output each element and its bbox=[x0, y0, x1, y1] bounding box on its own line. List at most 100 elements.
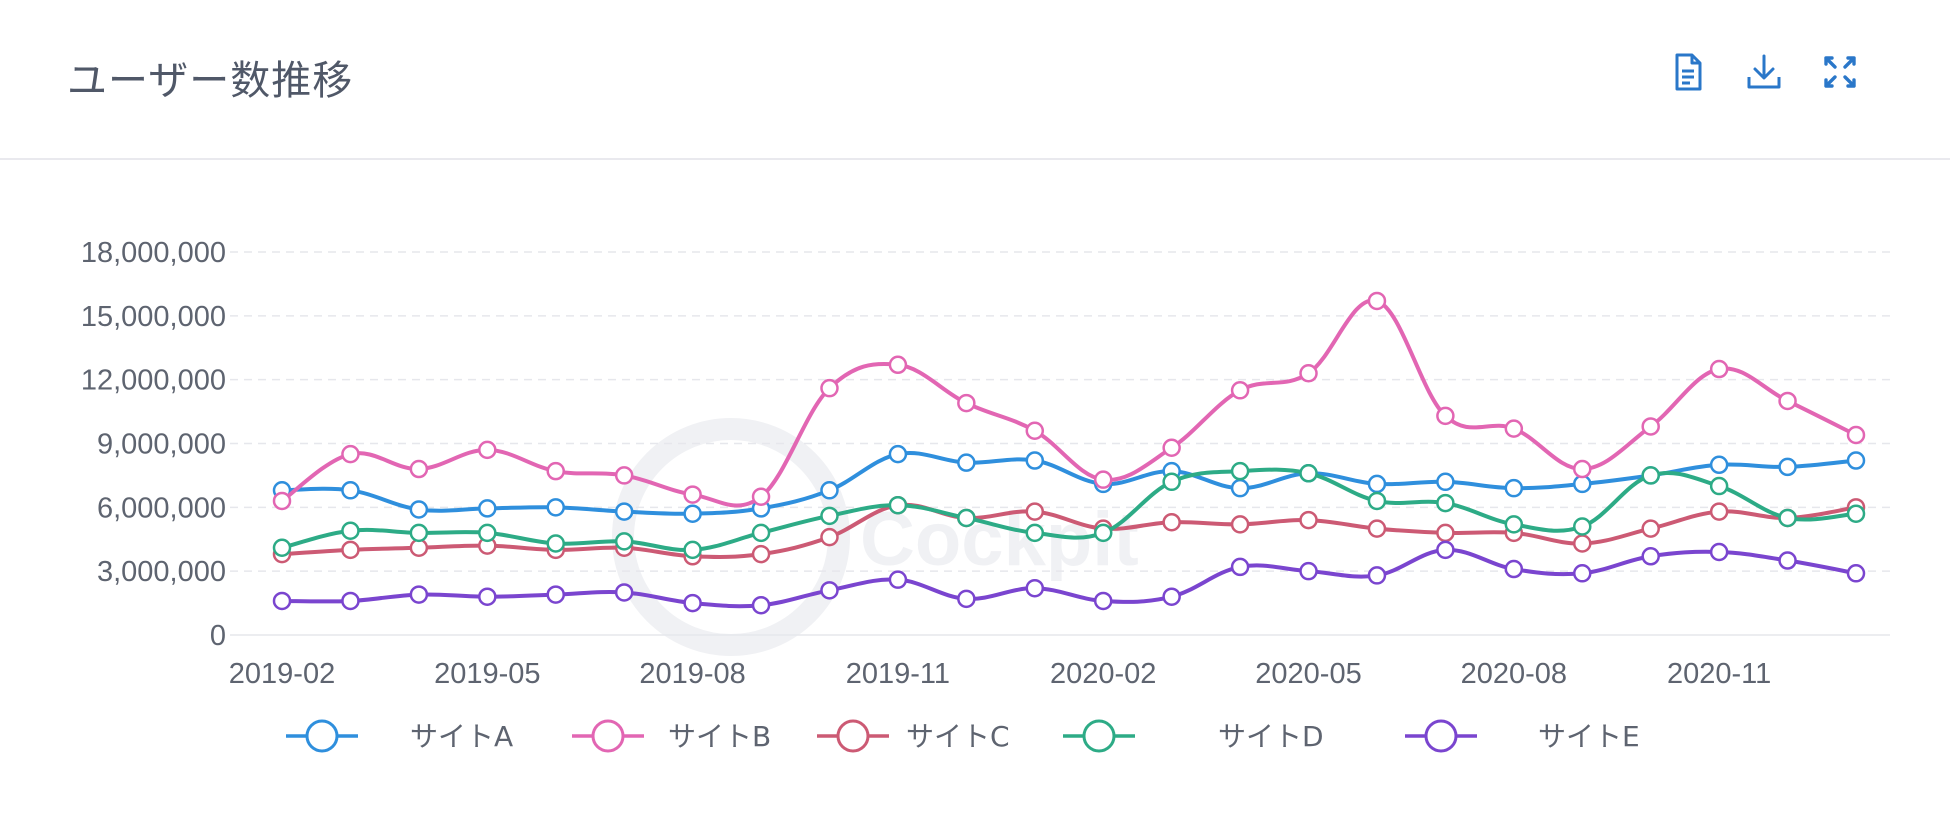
data-point[interactable] bbox=[1504, 559, 1524, 579]
data-point[interactable] bbox=[272, 591, 292, 611]
data-point[interactable] bbox=[1709, 542, 1729, 562]
data-point[interactable] bbox=[1573, 459, 1592, 479]
data-point[interactable] bbox=[1778, 457, 1797, 477]
data-point[interactable] bbox=[546, 585, 565, 604]
data-point[interactable] bbox=[1778, 508, 1797, 528]
data-point[interactable] bbox=[341, 521, 360, 540]
data-point[interactable] bbox=[478, 499, 497, 518]
data-point[interactable] bbox=[478, 523, 497, 543]
data-point[interactable] bbox=[614, 502, 634, 521]
data-point[interactable] bbox=[1367, 519, 1387, 538]
data-point[interactable] bbox=[1299, 364, 1318, 383]
data-point[interactable] bbox=[683, 540, 702, 560]
data-point[interactable] bbox=[1641, 466, 1660, 485]
data-point[interactable] bbox=[1709, 502, 1729, 521]
data-point[interactable] bbox=[1436, 540, 1455, 560]
data-point[interactable] bbox=[1436, 406, 1455, 426]
data-point[interactable] bbox=[820, 527, 839, 547]
data-point[interactable] bbox=[888, 570, 908, 589]
data-point[interactable] bbox=[1709, 455, 1729, 475]
data-point[interactable] bbox=[1093, 591, 1113, 611]
data-point[interactable] bbox=[272, 491, 292, 511]
data-point[interactable] bbox=[1504, 478, 1524, 498]
data-point[interactable] bbox=[1436, 523, 1455, 543]
data-point[interactable] bbox=[1709, 476, 1729, 496]
data-point[interactable] bbox=[1299, 561, 1318, 581]
fullscreen-button[interactable] bbox=[1818, 50, 1862, 94]
data-point[interactable] bbox=[1025, 421, 1045, 440]
data-point[interactable] bbox=[1846, 451, 1866, 470]
data-point[interactable] bbox=[683, 593, 702, 613]
data-point[interactable] bbox=[478, 587, 497, 606]
data-point[interactable] bbox=[409, 585, 429, 604]
data-point[interactable] bbox=[478, 440, 497, 460]
data-point[interactable] bbox=[1025, 523, 1045, 543]
data-point[interactable] bbox=[820, 481, 839, 500]
data-point[interactable] bbox=[1367, 566, 1387, 585]
data-point[interactable] bbox=[1093, 470, 1113, 489]
data-point[interactable] bbox=[888, 444, 908, 464]
data-point[interactable] bbox=[1230, 381, 1250, 400]
legend-item[interactable]: サイトE bbox=[1405, 719, 1640, 753]
data-point[interactable] bbox=[341, 444, 360, 464]
data-point[interactable] bbox=[1573, 534, 1592, 553]
data-point[interactable] bbox=[957, 589, 976, 609]
data-point[interactable] bbox=[751, 487, 771, 506]
data-point[interactable] bbox=[1709, 359, 1729, 379]
data-point[interactable] bbox=[751, 595, 771, 615]
data-point[interactable] bbox=[409, 459, 429, 479]
data-point[interactable] bbox=[1230, 478, 1250, 498]
data-point[interactable] bbox=[957, 453, 976, 472]
data-point[interactable] bbox=[546, 498, 565, 517]
data-point[interactable] bbox=[1846, 425, 1866, 445]
data-point[interactable] bbox=[1162, 438, 1181, 458]
data-point[interactable] bbox=[1025, 578, 1045, 598]
data-point[interactable] bbox=[1778, 551, 1797, 570]
data-point[interactable] bbox=[1436, 493, 1455, 513]
data-point[interactable] bbox=[1367, 491, 1387, 511]
data-point[interactable] bbox=[1230, 515, 1250, 534]
data-point[interactable] bbox=[1573, 474, 1592, 494]
data-point[interactable] bbox=[1162, 472, 1181, 492]
data-point[interactable] bbox=[820, 506, 839, 526]
data-view-button[interactable] bbox=[1666, 50, 1710, 94]
data-point[interactable] bbox=[1230, 461, 1250, 481]
data-point[interactable] bbox=[1778, 391, 1797, 411]
data-point[interactable] bbox=[1299, 510, 1318, 530]
data-point[interactable] bbox=[1025, 502, 1045, 521]
data-point[interactable] bbox=[546, 461, 565, 481]
data-point[interactable] bbox=[957, 393, 976, 413]
data-point[interactable] bbox=[409, 538, 429, 558]
data-point[interactable] bbox=[957, 508, 976, 528]
data-point[interactable] bbox=[614, 583, 634, 602]
data-point[interactable] bbox=[820, 378, 839, 398]
legend-item[interactable]: サイトB bbox=[572, 719, 771, 753]
data-point[interactable] bbox=[341, 591, 360, 611]
legend-item[interactable]: サイトD bbox=[1063, 719, 1324, 753]
data-point[interactable] bbox=[1093, 523, 1113, 543]
data-point[interactable] bbox=[341, 481, 360, 500]
data-point[interactable] bbox=[1299, 464, 1318, 483]
data-point[interactable] bbox=[1846, 504, 1866, 523]
data-point[interactable] bbox=[1367, 291, 1387, 311]
data-point[interactable] bbox=[1230, 557, 1250, 577]
data-point[interactable] bbox=[1504, 515, 1524, 534]
data-point[interactable] bbox=[888, 355, 908, 375]
data-point[interactable] bbox=[272, 538, 292, 558]
data-point[interactable] bbox=[614, 532, 634, 551]
legend-item[interactable]: サイトC bbox=[817, 719, 1010, 753]
data-point[interactable] bbox=[614, 466, 634, 485]
data-point[interactable] bbox=[409, 523, 429, 543]
data-point[interactable] bbox=[1573, 517, 1592, 536]
data-point[interactable] bbox=[409, 500, 429, 519]
data-point[interactable] bbox=[546, 534, 565, 553]
data-point[interactable] bbox=[820, 581, 839, 600]
data-point[interactable] bbox=[1641, 547, 1660, 566]
legend-item[interactable]: サイトA bbox=[286, 719, 513, 753]
data-point[interactable] bbox=[1504, 419, 1524, 438]
data-point[interactable] bbox=[888, 495, 908, 515]
data-point[interactable] bbox=[1162, 587, 1181, 606]
data-point[interactable] bbox=[1436, 472, 1455, 492]
data-point[interactable] bbox=[751, 544, 771, 564]
data-point[interactable] bbox=[1846, 564, 1866, 583]
